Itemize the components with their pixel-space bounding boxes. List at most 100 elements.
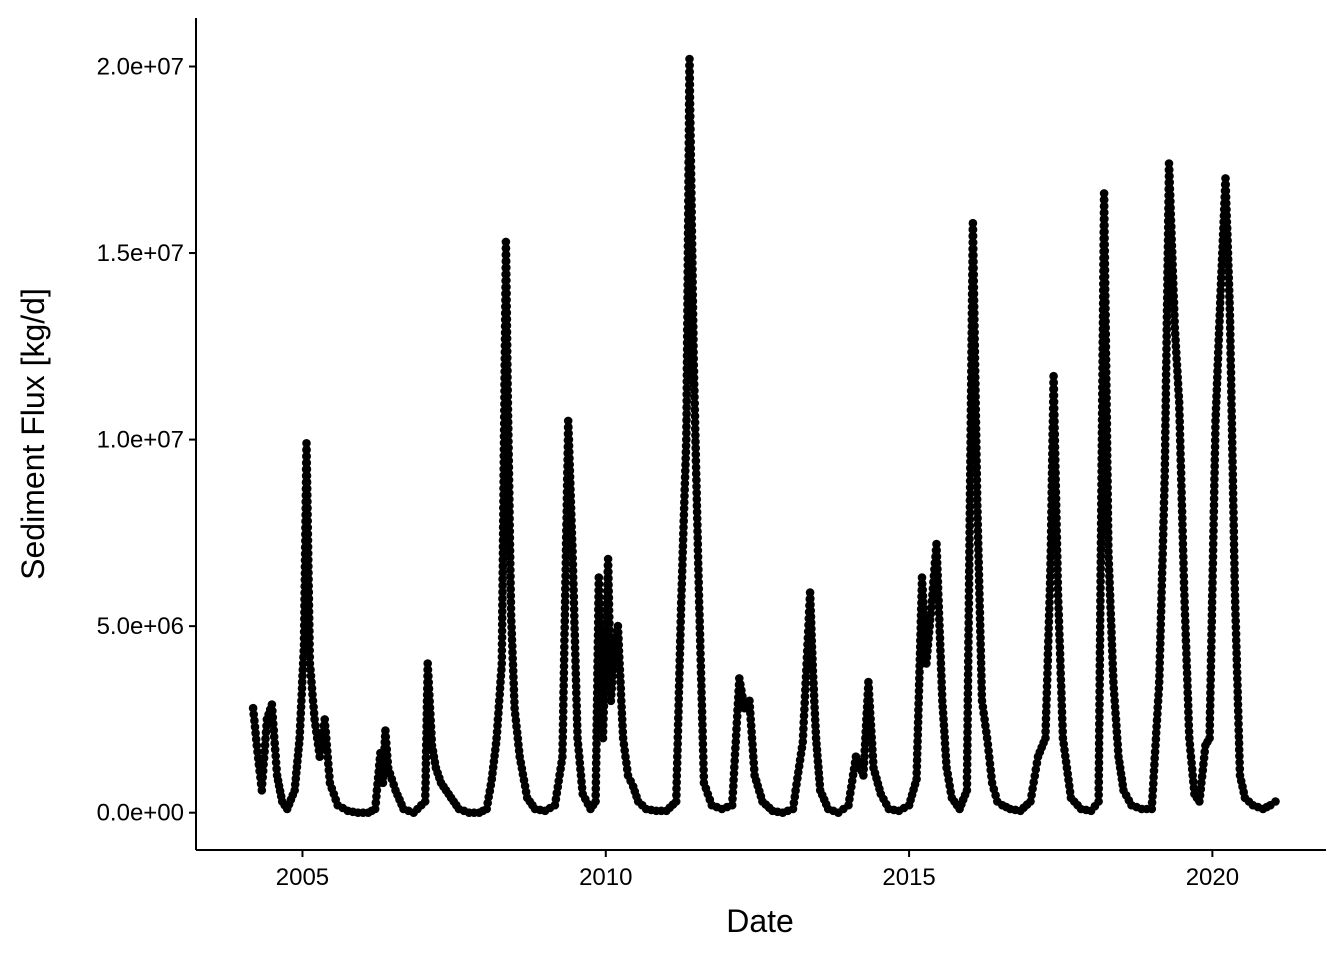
data-point-fill xyxy=(1210,481,1219,491)
data-point-fill xyxy=(618,727,628,737)
data-point-fill xyxy=(568,553,577,563)
data-point-fill xyxy=(507,616,516,626)
data-point-fill xyxy=(1228,495,1238,505)
data-point-fill xyxy=(676,604,686,614)
data-point-fill xyxy=(934,596,943,605)
data-point-fill xyxy=(561,552,571,561)
data-point-fill xyxy=(1228,457,1237,466)
data-point xyxy=(506,610,516,620)
data-point-fill xyxy=(1046,546,1056,556)
data-point-fill xyxy=(504,475,514,485)
data-point-fill xyxy=(1188,771,1197,780)
data-point-fill xyxy=(1094,790,1103,800)
data-point-fill xyxy=(1184,714,1193,723)
data-point-fill xyxy=(1162,331,1171,341)
data-point-fill xyxy=(1101,323,1110,333)
data-point-fill xyxy=(502,347,512,356)
data-point-fill xyxy=(424,684,434,693)
data-point-fill xyxy=(304,581,314,591)
data-point-fill xyxy=(1226,355,1235,365)
data-point-fill xyxy=(569,598,579,608)
data-point-fill xyxy=(502,334,512,343)
data-point xyxy=(272,771,282,780)
data-point-fill xyxy=(970,347,980,356)
data-point-fill xyxy=(972,475,982,485)
x-tick-label: 2010 xyxy=(579,864,632,891)
data-point-fill xyxy=(595,599,604,608)
data-point-fill xyxy=(305,620,314,629)
data-point-fill xyxy=(1213,373,1222,382)
data-point-fill xyxy=(1210,449,1220,458)
data-point xyxy=(310,715,319,724)
data-point-fill xyxy=(260,747,269,756)
data-point-fill xyxy=(682,351,692,361)
data-point-fill xyxy=(565,472,575,482)
data-point xyxy=(320,715,330,724)
x-tick-label: 2005 xyxy=(276,864,329,891)
data-point-fill xyxy=(693,539,703,549)
data-point-fill xyxy=(503,372,512,382)
data-point-fill xyxy=(749,752,758,761)
data-point-fill xyxy=(608,672,617,681)
data-point xyxy=(623,771,633,780)
data-point-fill xyxy=(974,576,984,586)
data-point-fill xyxy=(1107,621,1116,631)
data-point-fill xyxy=(867,726,876,736)
data-point-fill xyxy=(371,798,381,807)
data-point xyxy=(1053,584,1063,594)
data-point-fill xyxy=(504,450,513,459)
data-point-fill xyxy=(1222,199,1231,208)
data-point-fill xyxy=(941,751,951,760)
data-point-fill xyxy=(1045,572,1055,581)
data-point-fill xyxy=(506,584,515,594)
data-point-fill xyxy=(268,706,277,716)
data-point-fill xyxy=(963,708,972,718)
data-point-fill xyxy=(693,520,702,530)
data-point-fill xyxy=(1104,540,1113,550)
data-point-fill xyxy=(559,655,569,665)
data-point-fill xyxy=(1108,659,1117,668)
data-point-fill xyxy=(510,697,519,707)
data-point-fill xyxy=(914,693,924,702)
data-point xyxy=(1041,733,1050,743)
data-point xyxy=(436,778,446,788)
y-tick-label: 2.0e+07 xyxy=(97,54,184,81)
data-point-fill xyxy=(1234,732,1244,742)
data-point-fill xyxy=(1050,449,1060,458)
data-point-fill xyxy=(695,603,704,613)
data-point-fill xyxy=(689,367,699,376)
data-point-fill xyxy=(972,443,981,453)
data-point xyxy=(750,771,759,780)
data-point xyxy=(922,659,931,668)
data-point-fill xyxy=(1210,455,1220,465)
data-point-fill xyxy=(686,112,695,121)
data-point-fill xyxy=(933,571,942,580)
data-point-fill xyxy=(965,502,975,512)
data-point-fill xyxy=(1102,380,1111,390)
data-point-fill xyxy=(672,771,682,781)
data-point-fill xyxy=(1161,383,1171,392)
data-point-fill xyxy=(1095,654,1105,664)
data-point-fill xyxy=(970,353,980,363)
data-point-fill xyxy=(1102,432,1112,441)
data-point-fill xyxy=(1055,636,1064,645)
data-point-fill xyxy=(1043,643,1053,652)
data-point-fill xyxy=(1156,613,1166,623)
data-point xyxy=(685,54,694,64)
data-point-fill xyxy=(1207,591,1217,600)
data-point-fill xyxy=(615,671,625,681)
data-point-fill xyxy=(1103,483,1112,492)
data-point-fill xyxy=(1223,248,1233,258)
data-point-fill xyxy=(1096,551,1106,560)
data-point-fill xyxy=(1150,753,1159,763)
data-point-fill xyxy=(865,708,875,718)
data-point-fill xyxy=(681,466,690,476)
data-point-fill xyxy=(1215,298,1225,308)
data-point-fill xyxy=(977,677,986,687)
data-point-fill xyxy=(733,705,742,715)
data-point-fill xyxy=(1043,649,1053,659)
data-point-fill xyxy=(503,411,513,421)
data-point-fill xyxy=(692,482,701,491)
data-point-fill xyxy=(258,766,268,776)
